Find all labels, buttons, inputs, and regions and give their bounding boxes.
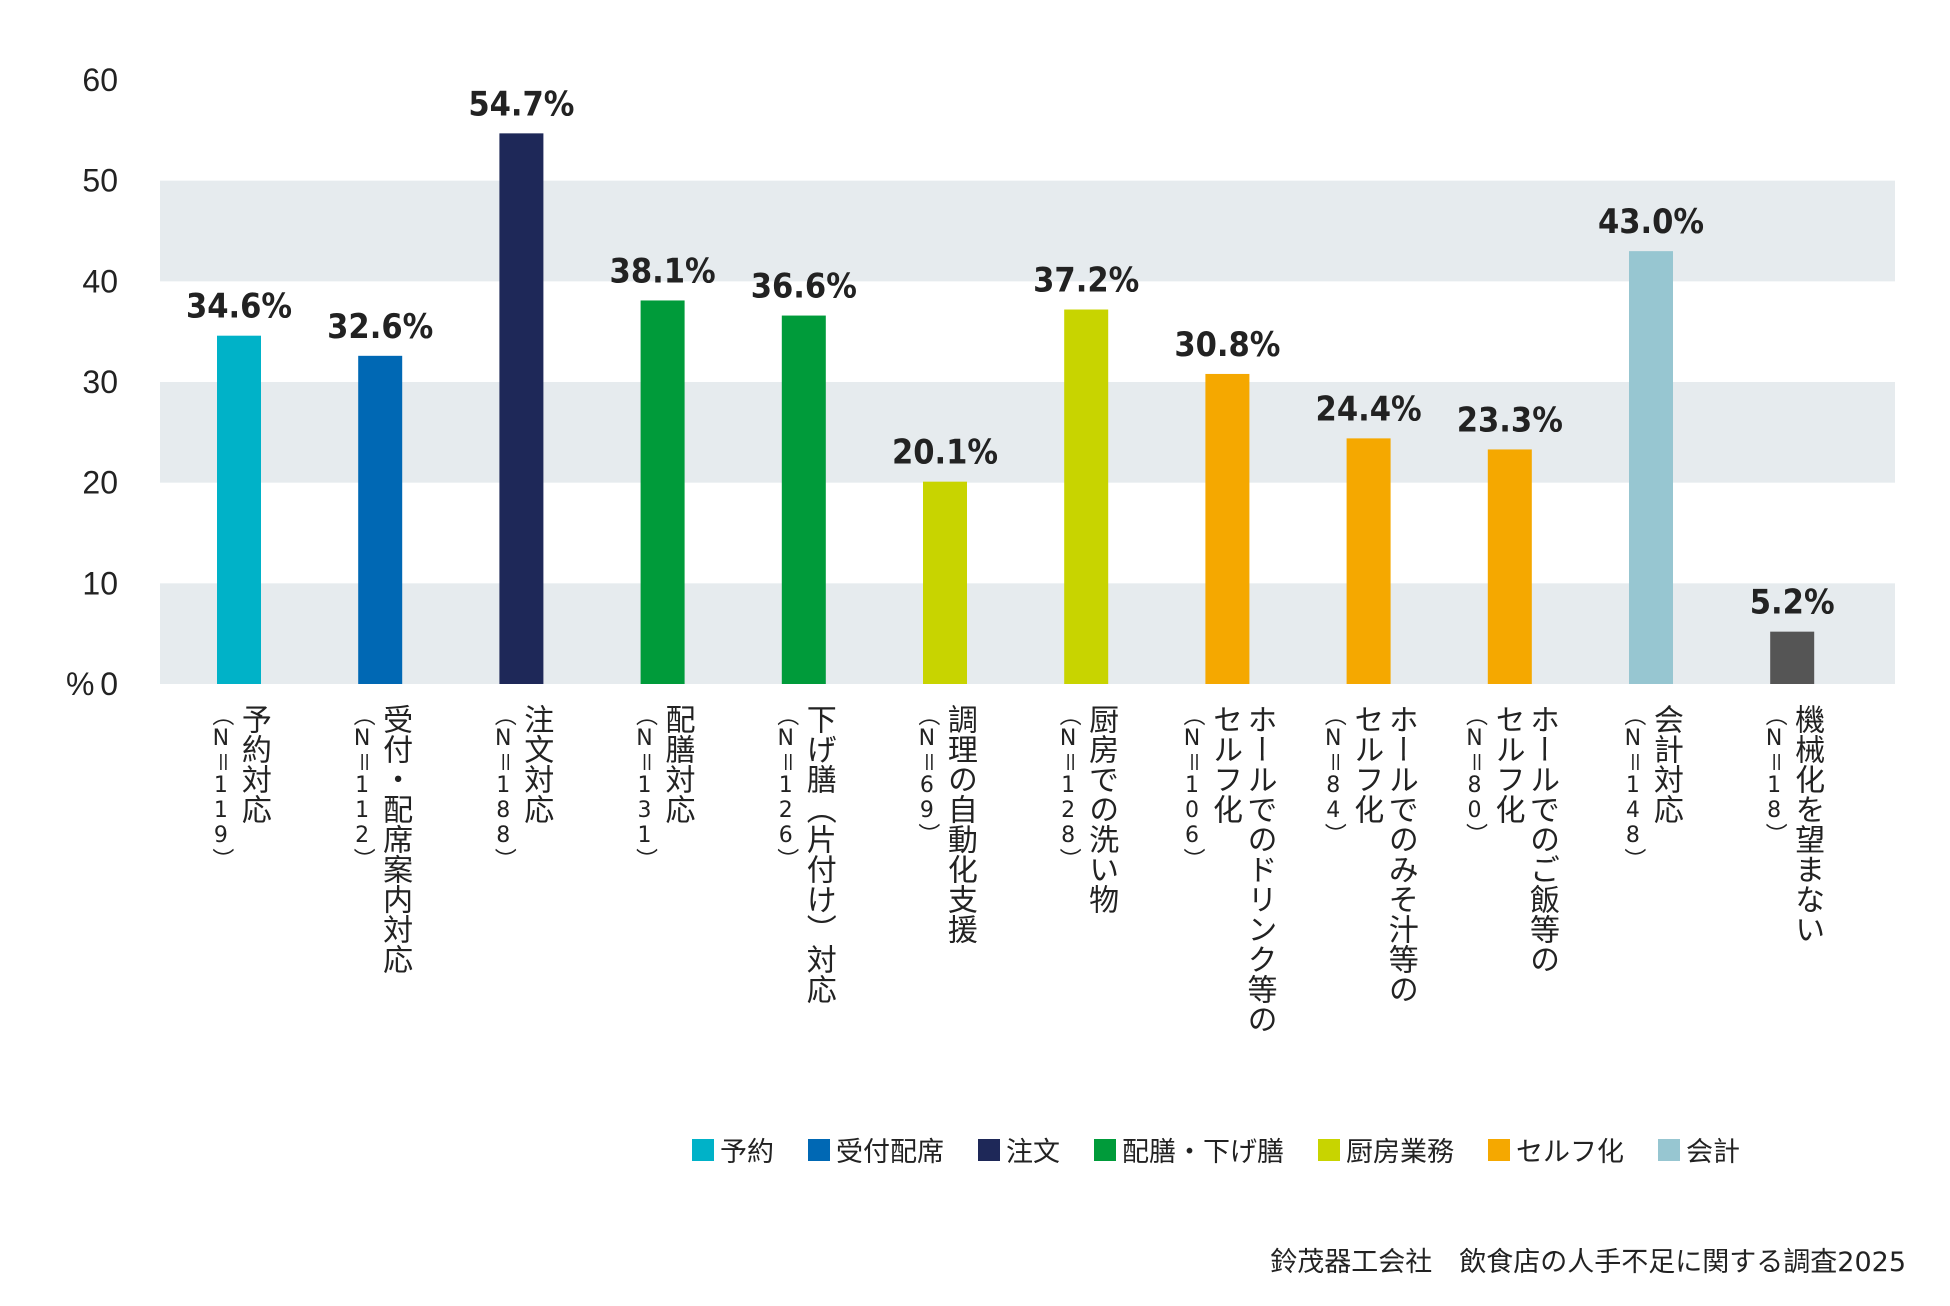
legend-swatch	[978, 1138, 1000, 1161]
bar	[923, 481, 967, 684]
legend-swatch	[692, 1138, 714, 1161]
legend-item: 受付配席	[808, 1130, 944, 1169]
y-tick-label: 40	[82, 263, 118, 299]
y-tick-label: 50	[82, 163, 118, 199]
category-label: 会計対応	[1647, 704, 1683, 824]
legend-swatch	[808, 1138, 830, 1161]
legend-swatch	[1488, 1138, 1510, 1161]
category-label: ホールでのドリンク等の セルフ化	[1207, 704, 1277, 1034]
category-label: ホールでのご飯等の セルフ化	[1489, 704, 1559, 974]
category-sample-size: （N＝69）	[914, 704, 940, 845]
category-label-group: 予約対応 （N＝119）	[189, 704, 289, 870]
legend-label: 厨房業務	[1346, 1137, 1454, 1168]
bar	[217, 335, 261, 684]
value-label: 54.7%	[468, 84, 574, 124]
legend-swatch	[1318, 1138, 1340, 1161]
category-label-group: 注文対応 （N＝188）	[471, 704, 571, 870]
category-label: 機械化を望まない	[1789, 704, 1825, 944]
bar	[1346, 438, 1391, 684]
legend-item: セルフ化	[1488, 1130, 1624, 1169]
legend-item: 配膳・下げ膳	[1094, 1130, 1284, 1169]
category-label: 下げ膳（片付け）対応	[800, 704, 836, 1004]
category-label: 注文対応	[518, 704, 554, 824]
category-sample-size: （N＝112）	[349, 704, 375, 870]
legend-label: 配膳・下げ膳	[1122, 1137, 1284, 1168]
value-label: 24.4%	[1316, 389, 1422, 429]
grid-band	[160, 180, 1895, 282]
bar	[781, 315, 826, 684]
grid-band	[160, 583, 1895, 684]
value-label: 23.3%	[1457, 400, 1563, 440]
category-sample-size: （N＝148）	[1620, 704, 1646, 870]
bar	[1064, 309, 1109, 684]
value-label: 30.8%	[1174, 325, 1280, 365]
category-label-group: 配膳対応 （N＝131）	[613, 704, 713, 870]
source-credit: 鈴茂器工会社 飲食店の人手不足に関する調査2025	[1270, 1247, 1906, 1278]
bar	[358, 355, 403, 684]
legend-item: 会計	[1658, 1130, 1740, 1169]
category-sample-size: （N＝119）	[208, 704, 234, 870]
category-label: 調理の自動化支援	[941, 704, 977, 944]
legend-item: 注文	[978, 1130, 1060, 1169]
category-sample-size: （N＝188）	[490, 704, 516, 870]
value-label: 5.2%	[1750, 583, 1835, 623]
category-sample-size: （N＝18）	[1761, 704, 1787, 845]
category-label-group: 機械化を望まない （N＝18）	[1742, 704, 1842, 944]
legend-label: 受付配席	[836, 1137, 944, 1168]
category-sample-size: （N＝126）	[773, 704, 799, 870]
category-label: 厨房での洗い物	[1083, 704, 1119, 914]
y-tick-label: 20	[82, 465, 118, 501]
legend: 予約 受付配席 注文 配膳・下げ膳 厨房業務 セルフ化 会計	[692, 1130, 1774, 1169]
bar	[640, 300, 685, 684]
y-tick-label: 60	[82, 62, 118, 98]
y-tick-label: 0	[100, 666, 118, 702]
legend-item: 厨房業務	[1318, 1130, 1454, 1169]
category-label: 配膳対応	[659, 704, 695, 824]
legend-label: 注文	[1006, 1137, 1060, 1168]
category-label-group: 厨房での洗い物 （N＝128）	[1036, 704, 1136, 914]
value-label: 43.0%	[1598, 202, 1704, 242]
category-label: 予約対応	[235, 704, 271, 824]
legend-swatch	[1094, 1138, 1116, 1161]
category-sample-size: （N＝131）	[631, 704, 657, 870]
bar	[1770, 631, 1815, 684]
value-label: 37.2%	[1033, 261, 1139, 301]
category-label-group: ホールでのみそ汁等の セルフ化 （N＝84）	[1319, 704, 1419, 1004]
y-tick-label: 10	[82, 565, 118, 601]
category-label-group: 調理の自動化支援 （N＝69）	[895, 704, 995, 944]
category-label-group: 下げ膳（片付け）対応 （N＝126）	[754, 704, 854, 1004]
bar	[1205, 373, 1250, 684]
category-label-group: 会計対応 （N＝148）	[1601, 704, 1701, 870]
y-tick-label: 30	[82, 364, 118, 400]
category-sample-size: （N＝128）	[1055, 704, 1081, 870]
value-label: 38.1%	[610, 251, 716, 291]
category-label: 受付・配席案内対応	[377, 704, 413, 974]
legend-swatch	[1658, 1138, 1680, 1161]
value-label: 20.1%	[892, 433, 998, 473]
legend-label: 会計	[1686, 1137, 1740, 1168]
category-sample-size: （N＝84）	[1320, 704, 1346, 845]
category-label-group: ホールでのドリンク等の セルフ化 （N＝106）	[1177, 704, 1277, 1034]
value-label: 36.6%	[751, 267, 857, 307]
category-label: ホールでのみそ汁等の セルフ化	[1348, 704, 1418, 1004]
y-unit-label: %	[66, 666, 94, 702]
category-sample-size: （N＝106）	[1179, 704, 1205, 870]
legend-item: 予約	[692, 1130, 774, 1169]
bar	[1629, 251, 1673, 684]
category-label-group: 受付・配席案内対応 （N＝112）	[330, 704, 430, 974]
value-label: 34.6%	[186, 287, 292, 327]
value-label: 32.6%	[327, 307, 433, 347]
grid-band	[160, 382, 1895, 483]
bar	[499, 133, 544, 684]
legend-label: セルフ化	[1516, 1137, 1624, 1168]
bar	[1487, 449, 1532, 684]
category-label-group: ホールでのご飯等の セルフ化 （N＝80）	[1460, 704, 1560, 974]
category-sample-size: （N＝80）	[1461, 704, 1487, 845]
legend-label: 予約	[720, 1137, 774, 1168]
